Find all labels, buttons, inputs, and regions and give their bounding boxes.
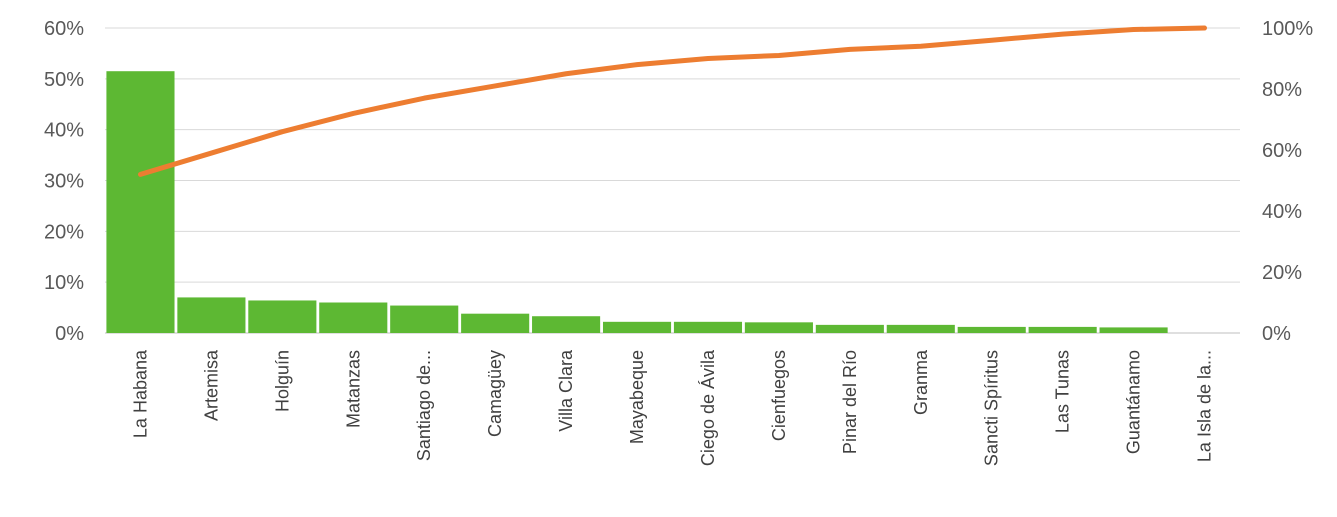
bar <box>886 324 955 333</box>
left-tick-label: 20% <box>44 221 84 243</box>
bar <box>1099 327 1168 333</box>
bar <box>390 305 459 333</box>
bar <box>319 302 388 333</box>
cumulative-line-series <box>137 25 1208 177</box>
left-tick-label: 10% <box>44 272 84 294</box>
category-label: La Isla de la... <box>1195 350 1215 462</box>
left-tick-label: 40% <box>44 120 84 142</box>
category-label: Ciego de Ávila <box>698 349 718 466</box>
bar <box>461 313 530 333</box>
gridlines <box>105 27 1240 334</box>
category-axis-labels: La Habana Artemisa Holguín Matanzas Santiago… <box>130 349 1214 466</box>
right-tick-label: 60% <box>1262 140 1302 162</box>
category-label: Artemisa <box>201 349 221 421</box>
left-tick-label: 30% <box>44 171 84 193</box>
bar <box>815 324 884 333</box>
category-label: Sancti Spíritus <box>982 350 1002 466</box>
right-tick-label: 20% <box>1262 262 1302 284</box>
category-label: Guantánamo <box>1124 350 1144 454</box>
category-label: La Habana <box>130 349 150 438</box>
bar <box>602 321 672 333</box>
right-axis-ticks: 0% 20% 40% 60% 80% 100% <box>1262 18 1313 345</box>
category-label: Pinar del Río <box>840 350 860 454</box>
bar <box>744 322 813 333</box>
bar <box>673 321 743 333</box>
category-label: Cienfuegos <box>769 350 789 441</box>
right-tick-label: 0% <box>1262 323 1291 345</box>
bar <box>248 300 317 333</box>
left-tick-label: 60% <box>44 18 84 40</box>
bar-series <box>106 71 1168 333</box>
right-tick-label: 100% <box>1262 18 1313 40</box>
bar <box>1028 326 1097 333</box>
bar <box>957 326 1026 333</box>
right-tick-label: 80% <box>1262 79 1302 101</box>
category-label: Granma <box>911 349 931 415</box>
category-label: Camagüey <box>485 350 505 437</box>
bar <box>532 316 601 333</box>
left-tick-label: 50% <box>44 69 84 91</box>
category-label: Matanzas <box>343 350 363 428</box>
category-label: Villa Clara <box>556 349 576 432</box>
cumulative-line <box>137 25 1208 177</box>
left-axis-ticks: 0% 10% 20% 30% 40% 50% 60% <box>44 18 84 345</box>
category-label: Mayabeque <box>627 350 647 444</box>
category-label: Santiago de... <box>414 350 434 461</box>
left-tick-label: 0% <box>55 323 84 345</box>
category-label: Holguín <box>272 350 292 412</box>
category-label: Las Tunas <box>1053 350 1073 433</box>
bar <box>177 297 246 333</box>
right-tick-label: 40% <box>1262 201 1302 223</box>
bar <box>106 71 175 333</box>
